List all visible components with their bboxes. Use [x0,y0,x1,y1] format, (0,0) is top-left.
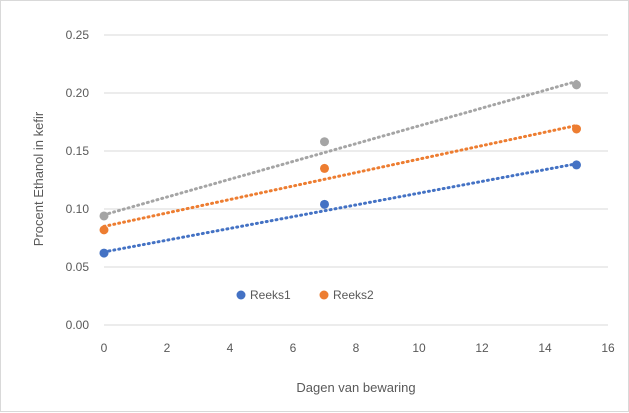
x-tick-label: 2 [164,341,171,355]
x-tick-label: 6 [290,341,297,355]
y-tick-label: 0.20 [66,86,90,100]
legend-label: Reeks2 [333,288,374,302]
x-tick-labels: 0 2 4 6 8 10 12 14 16 [101,341,615,355]
x-axis-title: Dagen van bewaring [296,380,415,395]
data-point-series-1 [572,160,581,170]
legend-marker [236,290,246,300]
y-tick-label: 0.25 [66,28,90,42]
legend: Reeks1 Reeks2 [236,288,374,302]
data-points [99,80,581,258]
trendline-series-3 [102,79,578,217]
y-tick-labels: 0.00 0.05 0.10 0.15 0.20 0.25 [66,28,90,332]
x-tick-label: 12 [475,341,489,355]
trendline-series-2 [102,123,578,228]
x-tick-label: 10 [412,341,426,355]
data-point-series-1 [99,248,109,258]
trendlines [102,79,578,254]
data-point-series-1 [320,199,329,209]
data-point-series-2 [99,225,109,235]
legend-marker [319,290,329,300]
x-tick-label: 4 [227,341,234,355]
data-point-series-2 [320,163,329,173]
y-tick-label: 0.10 [66,202,90,216]
y-tick-label: 0.15 [66,144,90,158]
data-point-series-3 [99,211,109,221]
data-point-series-3 [572,80,581,90]
data-point-series-3 [320,137,329,147]
x-tick-label: 16 [601,341,615,355]
legend-label: Reeks1 [250,288,291,302]
data-point-series-2 [572,124,581,134]
x-tick-label: 0 [101,341,108,355]
gridlines [104,34,608,326]
y-tick-label: 0.05 [66,260,90,274]
trendline-series-1 [102,162,578,254]
x-tick-label: 8 [353,341,360,355]
x-tick-label: 14 [538,341,552,355]
y-axis-title: Procent Ethanol in kefir [31,111,46,246]
y-tick-label: 0.00 [66,318,90,332]
